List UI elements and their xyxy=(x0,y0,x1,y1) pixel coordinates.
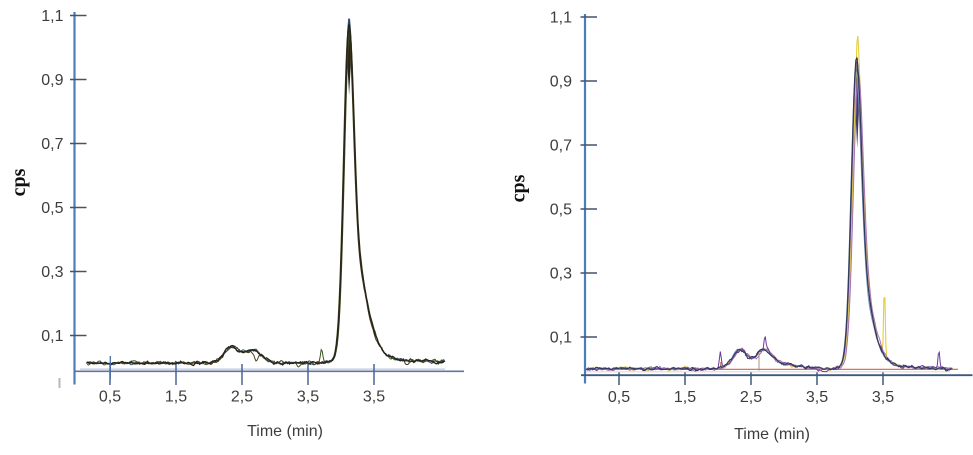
svg-text:0,5: 0,5 xyxy=(99,389,121,406)
svg-text:1,1: 1,1 xyxy=(550,10,572,27)
svg-text:1,1: 1,1 xyxy=(41,8,63,25)
svg-text:0,9: 0,9 xyxy=(550,74,572,91)
svg-text:0,9: 0,9 xyxy=(41,72,63,89)
svg-text:0,5: 0,5 xyxy=(550,202,572,219)
svg-text:3,5: 3,5 xyxy=(297,389,319,406)
svg-text:0,1: 0,1 xyxy=(550,330,572,347)
svg-text:1,5: 1,5 xyxy=(165,389,187,406)
svg-text:0,3: 0,3 xyxy=(41,264,63,281)
svg-text:Time (min): Time (min) xyxy=(247,423,323,440)
svg-text:Time (min): Time (min) xyxy=(734,426,810,443)
svg-text:cps: cps xyxy=(8,168,30,196)
svg-text:2,5: 2,5 xyxy=(231,389,253,406)
svg-text:0,7: 0,7 xyxy=(550,138,572,155)
svg-text:0,5: 0,5 xyxy=(41,200,63,217)
svg-text:0,5: 0,5 xyxy=(608,389,630,406)
svg-text:cps: cps xyxy=(508,174,530,202)
svg-text:0,7: 0,7 xyxy=(41,136,63,153)
svg-text:0,1: 0,1 xyxy=(41,328,63,345)
svg-text:0,3: 0,3 xyxy=(550,266,572,283)
svg-text:2,5: 2,5 xyxy=(740,389,762,406)
svg-text:3,5: 3,5 xyxy=(363,389,385,406)
svg-text:3,5: 3,5 xyxy=(806,389,828,406)
svg-text:3,5: 3,5 xyxy=(872,389,894,406)
svg-text:1,5: 1,5 xyxy=(674,389,696,406)
